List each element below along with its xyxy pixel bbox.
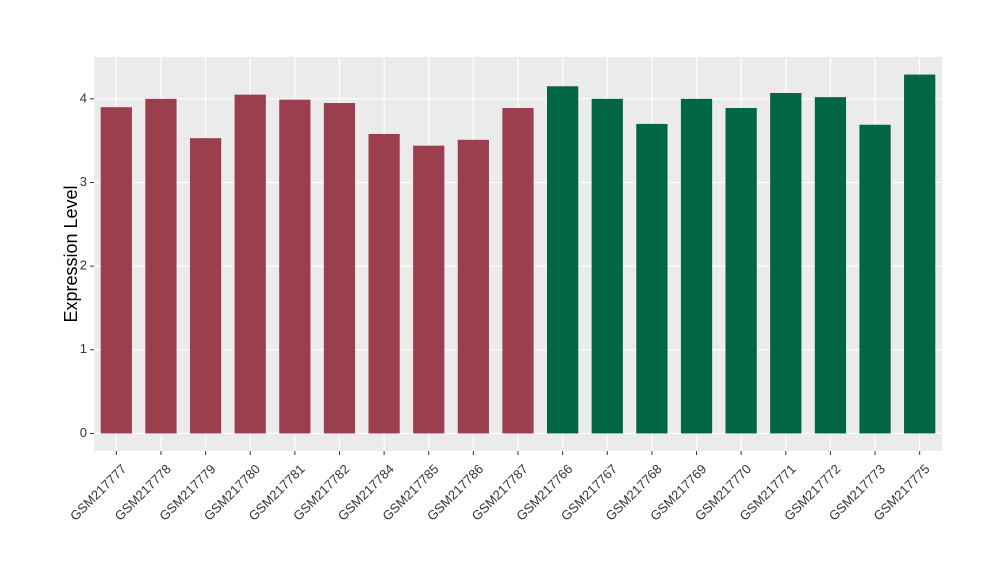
bar <box>502 108 534 434</box>
y-tick-label: 4 <box>80 90 87 105</box>
bar <box>680 98 713 434</box>
y-axis-title: Expression Level <box>61 185 81 322</box>
bar <box>413 145 445 434</box>
bar <box>457 139 489 434</box>
bar <box>814 97 847 434</box>
bar <box>323 103 356 434</box>
bar <box>279 99 311 434</box>
bar <box>145 98 177 434</box>
y-tick-label: 0 <box>80 425 87 440</box>
bar <box>591 98 623 434</box>
bar <box>368 133 400 434</box>
bar <box>189 138 222 434</box>
bar <box>725 108 757 434</box>
bar <box>770 92 802 434</box>
y-tick-label: 1 <box>80 341 87 356</box>
bar <box>234 94 266 434</box>
bar <box>100 107 132 434</box>
bar <box>904 74 936 434</box>
bar <box>636 123 668 434</box>
bar <box>859 124 891 434</box>
y-tick-label: 3 <box>80 174 87 189</box>
y-tick-label: 2 <box>80 258 87 273</box>
bar <box>547 86 579 434</box>
